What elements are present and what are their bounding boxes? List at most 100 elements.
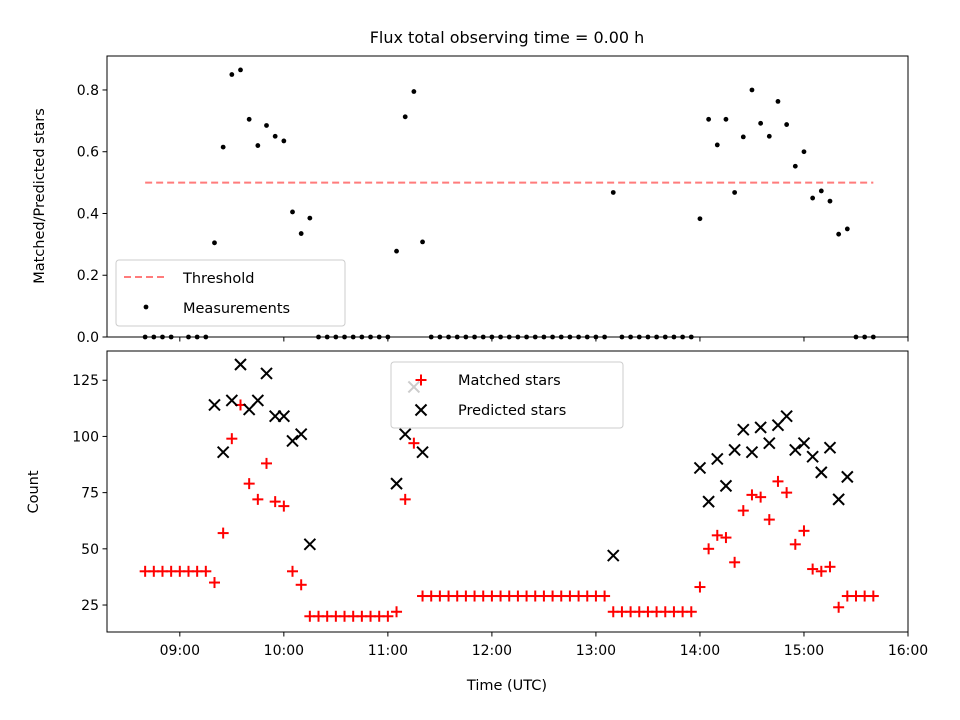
measurement-point — [792, 163, 798, 169]
predicted-point — [277, 409, 291, 423]
matched-point — [789, 538, 801, 550]
matched-point — [763, 514, 775, 526]
measurement-point — [706, 116, 712, 122]
matched-point — [867, 590, 879, 602]
predicted-point — [216, 445, 230, 459]
x-tick-label: 09:00 — [160, 643, 200, 659]
matched-point — [217, 527, 229, 539]
predicted-point — [286, 434, 299, 448]
top-panel: 0.00.20.40.60.8 Matched/Predicted stars … — [32, 55, 909, 346]
measurement-point — [264, 123, 269, 128]
predicted-point — [416, 445, 429, 459]
predicted-point — [399, 427, 412, 441]
matched-point — [711, 529, 723, 541]
top-legend-box — [115, 259, 346, 327]
predicted-point — [797, 436, 811, 450]
measurement-point — [810, 195, 816, 201]
x-tick-label: 15:00 — [784, 643, 824, 659]
predicted-point — [780, 409, 793, 423]
predicted-point — [225, 394, 239, 407]
predicted-point — [737, 423, 750, 436]
measurement-point — [281, 138, 287, 144]
predicted-point — [711, 452, 724, 466]
x-tick-label: 14:00 — [680, 643, 720, 659]
measurement-point — [758, 120, 764, 126]
measurement-point — [610, 190, 616, 195]
measurement-point — [238, 67, 243, 73]
matched-point — [807, 563, 819, 575]
threshold-legend-label: Threshold — [182, 271, 254, 287]
measurement-point — [394, 248, 399, 254]
predicted-point — [754, 421, 767, 434]
measurement-point — [420, 239, 425, 245]
matched-point — [399, 493, 411, 505]
matched-point — [729, 556, 741, 568]
figure-title: Flux total observing time = 0.00 h — [370, 28, 645, 47]
predicted-legend-label: Predicted stars — [458, 403, 566, 419]
x-tick-label: 16:00 — [888, 643, 928, 659]
measurement-point — [818, 188, 824, 194]
top-axes: 0.0 0.2 0.4 0.6 0.8 — [77, 83, 909, 346]
top-y-axis-label: Matched/Predicted stars — [32, 108, 48, 284]
measurement-point — [714, 142, 720, 148]
measurement-point — [766, 133, 772, 139]
measurement-point — [402, 114, 408, 120]
matched-point — [824, 561, 836, 573]
bottom-plot-marks — [139, 358, 879, 622]
matched-point — [833, 601, 845, 613]
bottom-axes: 09:00 10:00 11:00 12:00 13:00 14:00 15:00 16:00… — [72, 373, 928, 659]
predicted-point — [815, 466, 828, 479]
predicted-point — [823, 441, 837, 454]
measurement-point — [212, 240, 217, 246]
matched-point — [755, 491, 767, 503]
bottom-y-tick-label: 50 — [81, 542, 99, 558]
predicted-point — [806, 450, 819, 463]
bottom-axes-frame — [106, 350, 909, 633]
predicted-point — [841, 470, 854, 484]
predicted-point — [693, 461, 707, 475]
bottom-legend: Matched stars Predicted stars — [390, 361, 624, 429]
x-axis-label: Time (UTC) — [466, 678, 547, 694]
bottom-y-axis-label: Count — [26, 470, 42, 513]
top-y-tick-label: 0.4 — [77, 206, 99, 222]
matched-point — [685, 606, 697, 618]
measurement-point — [255, 143, 261, 148]
bottom-y-tick-label: 25 — [81, 598, 99, 614]
x-tick-label: 11:00 — [368, 643, 408, 659]
matched-point — [252, 493, 264, 505]
matched-point — [599, 590, 611, 602]
measurement-point — [246, 116, 252, 122]
bottom-panel: 09:00 10:00 11:00 12:00 13:00 14:00 15:00 16:00… — [26, 350, 928, 694]
measurement-point — [220, 144, 226, 150]
matched-point — [408, 437, 420, 449]
measurement-point — [775, 98, 781, 104]
matched-point — [798, 525, 810, 537]
measurement-point — [740, 134, 746, 140]
measurement-point — [784, 122, 790, 127]
matched-point — [200, 565, 212, 577]
bottom-y-tick-label: 100 — [72, 429, 99, 445]
predicted-legend-marker — [414, 403, 428, 417]
measurement-point — [697, 216, 703, 222]
predicted-point — [745, 445, 759, 459]
matched-point — [287, 565, 299, 577]
x-tick-label: 13:00 — [576, 643, 616, 659]
matched-point — [295, 579, 307, 591]
bottom-legend-box — [390, 361, 624, 429]
matched-point — [243, 478, 255, 490]
predicted-point — [832, 493, 845, 506]
bottom-y-tick-label: 125 — [72, 373, 99, 389]
matched-point — [208, 577, 220, 589]
matched-point — [261, 457, 273, 469]
predicted-point — [303, 538, 317, 551]
measurement-point — [749, 87, 755, 93]
measurement-point — [229, 72, 235, 77]
top-y-tick-label: 0.2 — [77, 268, 99, 284]
top-y-tick-label: 0.8 — [77, 83, 99, 99]
predicted-point — [260, 367, 273, 380]
matched-point — [278, 500, 290, 512]
measurement-point — [290, 209, 295, 215]
x-tick-label: 12:00 — [472, 643, 512, 659]
